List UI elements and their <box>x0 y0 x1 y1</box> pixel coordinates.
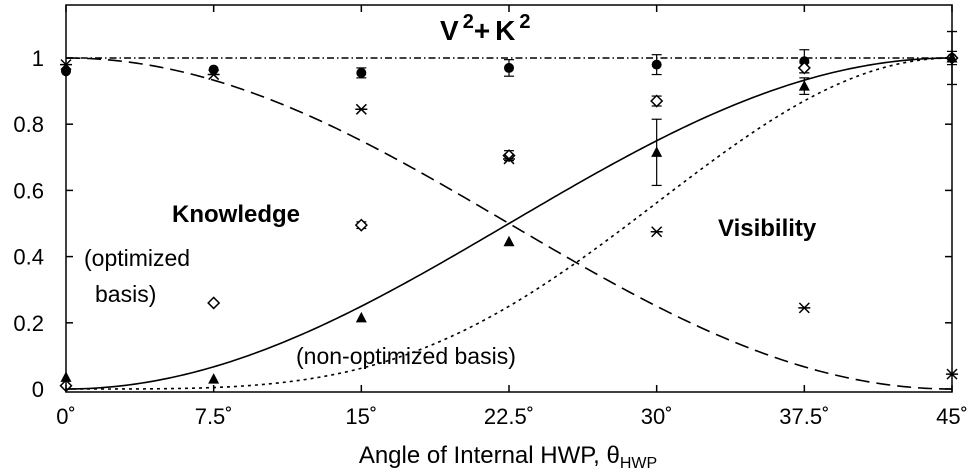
marker-cross <box>798 302 811 314</box>
marker-triangle <box>208 373 220 384</box>
y-tick-label: 1 <box>32 46 44 71</box>
data-markers <box>59 30 959 393</box>
x-tick-label: 22.5˚ <box>484 404 534 429</box>
x-tick-label: 37.5˚ <box>779 404 829 429</box>
marker-circle <box>504 62 514 73</box>
y-tick-label: 0.2 <box>13 311 44 336</box>
x-tick-label: 45˚ <box>936 404 968 429</box>
x-tick-label: 30˚ <box>641 404 673 429</box>
marker-circle <box>208 64 219 75</box>
annotation-sum-k: K <box>495 15 515 46</box>
marker-triangle <box>798 80 810 91</box>
annotation-optimized-line1: (optimized <box>84 245 190 271</box>
curve-dashed <box>65 57 953 390</box>
annotation-sum-k-exp: 2 <box>519 11 530 33</box>
marker-diamond <box>650 94 664 108</box>
annotation-visibility: Visibility <box>718 215 817 242</box>
y-tick-label: 0 <box>32 377 44 402</box>
x-axis-label-subscript: HWP <box>620 455 657 472</box>
marker-circle <box>356 67 367 78</box>
x-tick-label: 7.5˚ <box>195 404 233 429</box>
marker-circle <box>651 59 662 70</box>
annotation-sum-v-exp: 2 <box>463 11 474 33</box>
marker-diamond <box>207 296 221 310</box>
marker-triangle <box>651 146 663 157</box>
marker-triangle <box>355 311 367 323</box>
y-tick-label: 0.6 <box>13 178 44 203</box>
marker-triangle <box>503 235 515 247</box>
y-tick-label: 0.8 <box>13 112 44 137</box>
annotation-optimized-line2: basis) <box>95 281 156 307</box>
marker-diamond <box>797 61 811 75</box>
annotation-knowledge: Knowledge <box>172 201 300 228</box>
marker-cross <box>355 103 368 115</box>
marker-diamond <box>354 218 368 232</box>
x-axis-label-main: Angle of Internal HWP, θ <box>359 442 620 469</box>
marker-cross <box>503 153 515 165</box>
x-tick-label: 0˚ <box>56 404 76 429</box>
x-tick-label: 15˚ <box>345 404 377 429</box>
annotation-non-optimized: (non-optimized basis) <box>296 343 516 369</box>
y-tick-label: 0.4 <box>13 245 44 270</box>
annotation-sum: V 2+ K 2 <box>440 11 531 46</box>
marker-cross <box>650 226 663 238</box>
marker-cross <box>207 69 220 81</box>
axes: 0˚ 7.5˚ 15˚ 22.5˚ 30˚ 37.5˚ 45˚ 0 0.2 0.4 0.6 0.8 1 <box>13 5 968 429</box>
annotation-sum-v: V <box>440 15 459 46</box>
marker-circle <box>799 56 810 67</box>
x-axis-label: Angle of Internal HWP, θHWP <box>359 442 657 472</box>
annotation-sum-plus: + <box>474 15 490 46</box>
